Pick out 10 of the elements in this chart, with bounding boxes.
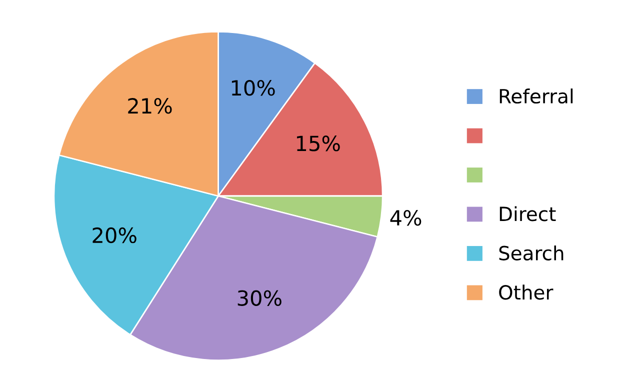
legend-label: Direct [500,206,556,222]
data-label: 20% [92,227,136,244]
legend-label: Search [499,245,564,260]
legend-label: Referral [500,88,573,104]
data-label: 21% [128,98,172,114]
data-label: 10% [232,80,275,96]
data-label: 4% [390,210,422,226]
data-label: 15% [296,136,340,152]
legend-label: Other [499,284,554,300]
data-label: 30% [238,290,282,306]
